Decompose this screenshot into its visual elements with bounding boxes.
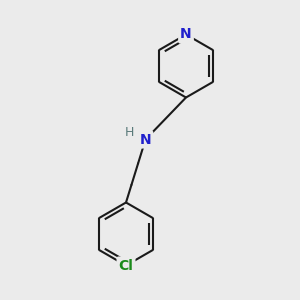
Text: N: N <box>140 133 151 146</box>
Text: N: N <box>180 28 192 41</box>
Text: H: H <box>125 126 135 140</box>
Text: Cl: Cl <box>118 259 134 272</box>
